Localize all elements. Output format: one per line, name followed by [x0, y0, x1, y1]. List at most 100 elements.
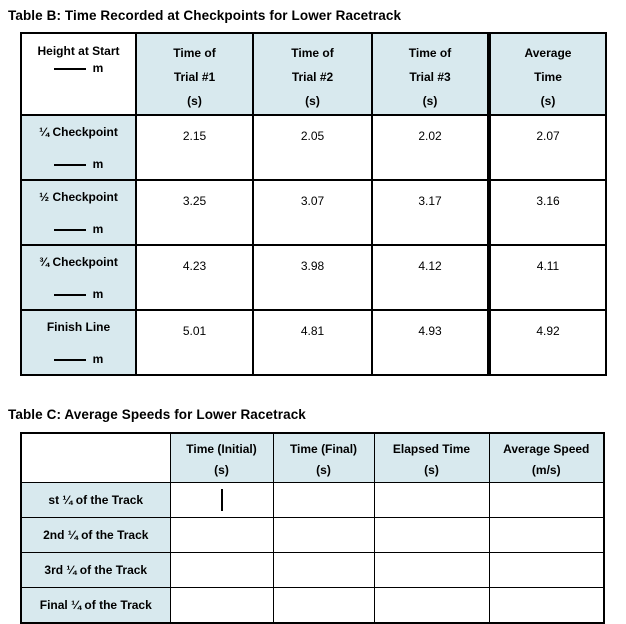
- table-c-header-empty[interactable]: [20, 432, 171, 483]
- header-line: Time of: [408, 46, 452, 60]
- trial-3-time-cell[interactable]: 4.93: [371, 309, 490, 376]
- unit-label: m: [92, 61, 104, 75]
- table-c-row-final-quarter: Final ¼ of the Track: [20, 587, 605, 623]
- average-speed-input-cell[interactable]: [488, 587, 605, 623]
- time-final-input-cell[interactable]: [272, 552, 375, 588]
- header-line: Height at Start: [37, 44, 120, 58]
- row-label-cell[interactable]: ½ Checkpoint m: [20, 179, 137, 246]
- elapsed-time-input-cell[interactable]: [373, 482, 490, 518]
- header-line: Elapsed Time: [392, 442, 471, 456]
- fill-in-blank-line[interactable]: [53, 67, 86, 70]
- table-b-header-average-time[interactable]: Average Time (s): [487, 32, 607, 116]
- average-time-cell[interactable]: 4.92: [487, 309, 607, 376]
- trial-1-time-cell[interactable]: 4.23: [135, 244, 254, 311]
- header-line: Average: [524, 46, 572, 60]
- elapsed-time-input-cell[interactable]: [373, 552, 490, 588]
- header-line: (s): [424, 463, 439, 477]
- blank-unit-line: m: [23, 352, 134, 367]
- row-label-cell[interactable]: st ¼ of the Track: [20, 482, 171, 518]
- table-c-header-time-final[interactable]: Time (Final) (s): [272, 432, 375, 483]
- header-line: Trial #3: [409, 70, 451, 84]
- table-b-row-finish-line: Finish Line m 5.01 4.81 4.93 4.92: [20, 309, 607, 376]
- trial-3-time-cell[interactable]: 2.02: [371, 114, 490, 181]
- row-label-cell[interactable]: Final ¼ of the Track: [20, 587, 171, 623]
- blank-unit-line: m: [23, 287, 134, 302]
- text-cursor: [220, 489, 223, 511]
- table-c-title: Table C: Average Speeds for Lower Racetr…: [8, 407, 306, 422]
- average-time-cell[interactable]: 2.07: [487, 114, 607, 181]
- table-c-row-second-quarter: 2nd ¼ of the Track: [20, 517, 605, 553]
- header-line: Trial #1: [173, 70, 216, 84]
- header-line: Trial #2: [291, 70, 334, 84]
- time-initial-input-cell[interactable]: [169, 482, 274, 518]
- elapsed-time-input-cell[interactable]: [373, 587, 490, 623]
- blank-unit-line: m: [23, 60, 134, 77]
- table-b-header-trial-3[interactable]: Time of Trial #3 (s): [371, 32, 490, 116]
- header-line: Time (Final): [289, 442, 358, 456]
- average-speed-input-cell[interactable]: [488, 517, 605, 553]
- blank-unit-line: m: [23, 157, 134, 172]
- table-b-header-trial-1[interactable]: Time of Trial #1 (s): [135, 32, 254, 116]
- blank-unit-line: m: [23, 222, 134, 237]
- table-c-header-average-speed[interactable]: Average Speed (m/s): [488, 432, 605, 483]
- elapsed-time-input-cell[interactable]: [373, 517, 490, 553]
- trial-1-time-cell[interactable]: 3.25: [135, 179, 254, 246]
- table-b-header-trial-2[interactable]: Time of Trial #2 (s): [252, 32, 373, 116]
- table-b-row-half-checkpoint: ½ Checkpoint m 3.25 3.07 3.17 3.16: [20, 179, 607, 246]
- time-final-input-cell[interactable]: [272, 587, 375, 623]
- table-c-header-time-initial[interactable]: Time (Initial) (s): [169, 432, 274, 483]
- trial-3-time-cell[interactable]: 4.12: [371, 244, 490, 311]
- average-speed-input-cell[interactable]: [488, 552, 605, 588]
- row-label-cell[interactable]: 2nd ¼ of the Track: [20, 517, 171, 553]
- table-c-header-row: Time (Initial) (s) Time (Final) (s) Elap…: [20, 432, 605, 483]
- row-label-cell[interactable]: ¼ Checkpoint m: [20, 114, 137, 181]
- time-final-input-cell[interactable]: [272, 482, 375, 518]
- time-initial-input-cell[interactable]: [169, 552, 274, 588]
- average-time-cell[interactable]: 3.16: [487, 179, 607, 246]
- header-line: (s): [540, 94, 556, 108]
- row-label-cell[interactable]: ¾ Checkpoint m: [20, 244, 137, 311]
- header-line: (s): [305, 94, 320, 108]
- trial-1-time-cell[interactable]: 5.01: [135, 309, 254, 376]
- time-final-input-cell[interactable]: [272, 517, 375, 553]
- header-line: (s): [316, 463, 331, 477]
- header-line: (m/s): [531, 463, 561, 477]
- table-c-row-first-quarter: st ¼ of the Track: [20, 482, 605, 518]
- trial-2-time-cell[interactable]: 3.98: [252, 244, 373, 311]
- time-initial-input-cell[interactable]: [169, 517, 274, 553]
- header-line: Time: [534, 70, 562, 84]
- table-b-header-row: Height at Start m Time of Trial #1 (s) T…: [20, 32, 607, 116]
- average-speed-input-cell[interactable]: [488, 482, 605, 518]
- table-b-title: Table B: Time Recorded at Checkpoints fo…: [8, 8, 402, 23]
- trial-3-time-cell[interactable]: 3.17: [371, 179, 490, 246]
- table-b-header-height-at-start[interactable]: Height at Start m: [20, 32, 137, 116]
- header-line: Time (Initial): [186, 442, 257, 456]
- row-label: ½ Checkpoint: [39, 190, 118, 204]
- header-line: Time of: [173, 46, 216, 60]
- unit-label: m: [92, 157, 104, 171]
- trial-2-time-cell[interactable]: 3.07: [252, 179, 373, 246]
- fill-in-blank-line[interactable]: [53, 293, 86, 296]
- header-line: (s): [214, 463, 229, 477]
- table-c-header-elapsed-time[interactable]: Elapsed Time (s): [373, 432, 490, 483]
- trial-1-time-cell[interactable]: 2.15: [135, 114, 254, 181]
- row-label-cell[interactable]: Finish Line m: [20, 309, 137, 376]
- time-initial-input-cell[interactable]: [169, 587, 274, 623]
- fill-in-blank-line[interactable]: [53, 163, 86, 166]
- header-line: Average Speed: [503, 442, 590, 456]
- unit-label: m: [92, 352, 104, 366]
- row-label: ¾ Checkpoint: [39, 255, 118, 269]
- unit-label: m: [92, 287, 104, 301]
- header-line: (s): [187, 94, 202, 108]
- table-c-row-third-quarter: 3rd ¼ of the Track: [20, 552, 605, 588]
- trial-2-time-cell[interactable]: 2.05: [252, 114, 373, 181]
- average-time-cell[interactable]: 4.11: [487, 244, 607, 311]
- table-b: Height at Start m Time of Trial #1 (s) T…: [20, 32, 607, 376]
- fill-in-blank-line[interactable]: [53, 358, 86, 361]
- row-label: ¼ Checkpoint: [39, 125, 118, 139]
- row-label-cell[interactable]: 3rd ¼ of the Track: [20, 552, 171, 588]
- header-line: Time of: [291, 46, 334, 60]
- fill-in-blank-line[interactable]: [53, 228, 86, 231]
- trial-2-time-cell[interactable]: 4.81: [252, 309, 373, 376]
